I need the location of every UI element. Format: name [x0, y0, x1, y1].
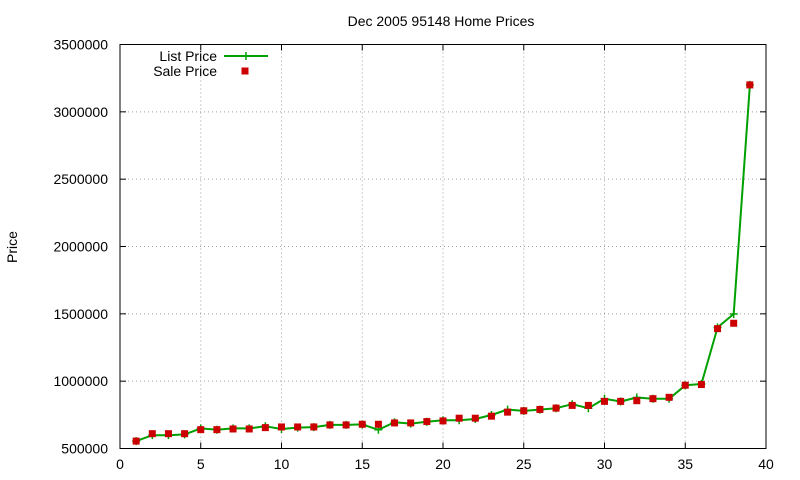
sale-price-point [681, 381, 689, 389]
sale-price-point [358, 420, 366, 428]
y-tick-label: 1000000 [53, 373, 108, 389]
sale-price-point [455, 414, 463, 422]
sale-price-point [181, 430, 189, 438]
x-tick-label: 35 [677, 456, 693, 472]
sale-price-point [342, 421, 350, 429]
x-tick-label: 0 [116, 456, 124, 472]
sale-price-point [213, 426, 221, 434]
sale-price-point [665, 393, 673, 401]
sale-price-point [504, 408, 512, 416]
sale-price-point [536, 405, 544, 413]
sale-price-point [617, 397, 625, 405]
sale-price-point [197, 426, 205, 434]
sale-price-point [278, 423, 285, 431]
legend-marker-list-price [242, 52, 250, 60]
chart-title: Dec 2005 95148 Home Prices [348, 13, 535, 29]
x-tick-label: 20 [435, 456, 451, 472]
sale-price-point [407, 419, 415, 427]
y-tick-label: 3000000 [53, 104, 108, 120]
y-tick-label: 500000 [61, 441, 108, 457]
series-layer [132, 80, 754, 446]
x-tick-label: 30 [597, 456, 613, 472]
series-list-price [132, 80, 754, 446]
series-sale-price [132, 81, 754, 445]
y-tick-label: 2000000 [53, 239, 108, 255]
sale-price-point [374, 420, 382, 428]
sale-price-point [229, 425, 237, 433]
series-line-list-price [135, 84, 751, 443]
sale-price-point [714, 325, 722, 333]
x-tick-label: 15 [354, 456, 370, 472]
legend-label-list-price: List Price [159, 48, 217, 64]
sale-price-point [132, 437, 140, 445]
sale-price-point [310, 423, 318, 431]
list-price-point [729, 309, 738, 318]
sale-price-point [730, 319, 738, 327]
sale-price-point [487, 412, 495, 420]
x-tick-label: 10 [274, 456, 290, 472]
grid-layer [120, 44, 766, 449]
sale-price-point [164, 430, 172, 438]
legend: List Price Sale Price [153, 48, 268, 79]
sale-price-point [568, 401, 576, 409]
sale-price-point [148, 430, 156, 438]
x-tick-labels: 0 5 10 15 20 25 30 35 40 [116, 456, 774, 472]
tick-layer [119, 44, 767, 449]
x-tick-label: 5 [197, 456, 205, 472]
sale-price-point [633, 397, 641, 405]
sale-price-point [552, 404, 560, 412]
x-tick-label: 40 [758, 456, 774, 472]
legend-label-sale-price: Sale Price [153, 63, 217, 79]
sale-price-point [649, 395, 657, 403]
x-tick-label: 25 [516, 456, 532, 472]
sale-price-point [520, 407, 528, 415]
sale-price-point [471, 414, 479, 422]
sale-price-point [697, 381, 705, 389]
sale-price-point [391, 419, 399, 427]
sale-price-point [423, 418, 431, 426]
y-tick-label: 3500000 [53, 37, 108, 53]
sale-price-point [439, 417, 447, 425]
sale-price-point [326, 421, 334, 429]
sale-price-point [261, 424, 269, 432]
y-tick-labels: 500000 1000000 1500000 2000000 2500000 300000… [53, 37, 108, 457]
sale-price-point [584, 401, 592, 409]
sale-price-point [601, 397, 608, 405]
y-tick-label: 1500000 [53, 306, 108, 322]
sale-price-point [294, 423, 302, 431]
sale-price-point [746, 81, 754, 89]
legend-marker-sale-price [241, 67, 249, 75]
sale-price-point [245, 425, 253, 433]
y-axis-label: Price [4, 231, 20, 263]
y-tick-label: 2500000 [53, 171, 108, 187]
